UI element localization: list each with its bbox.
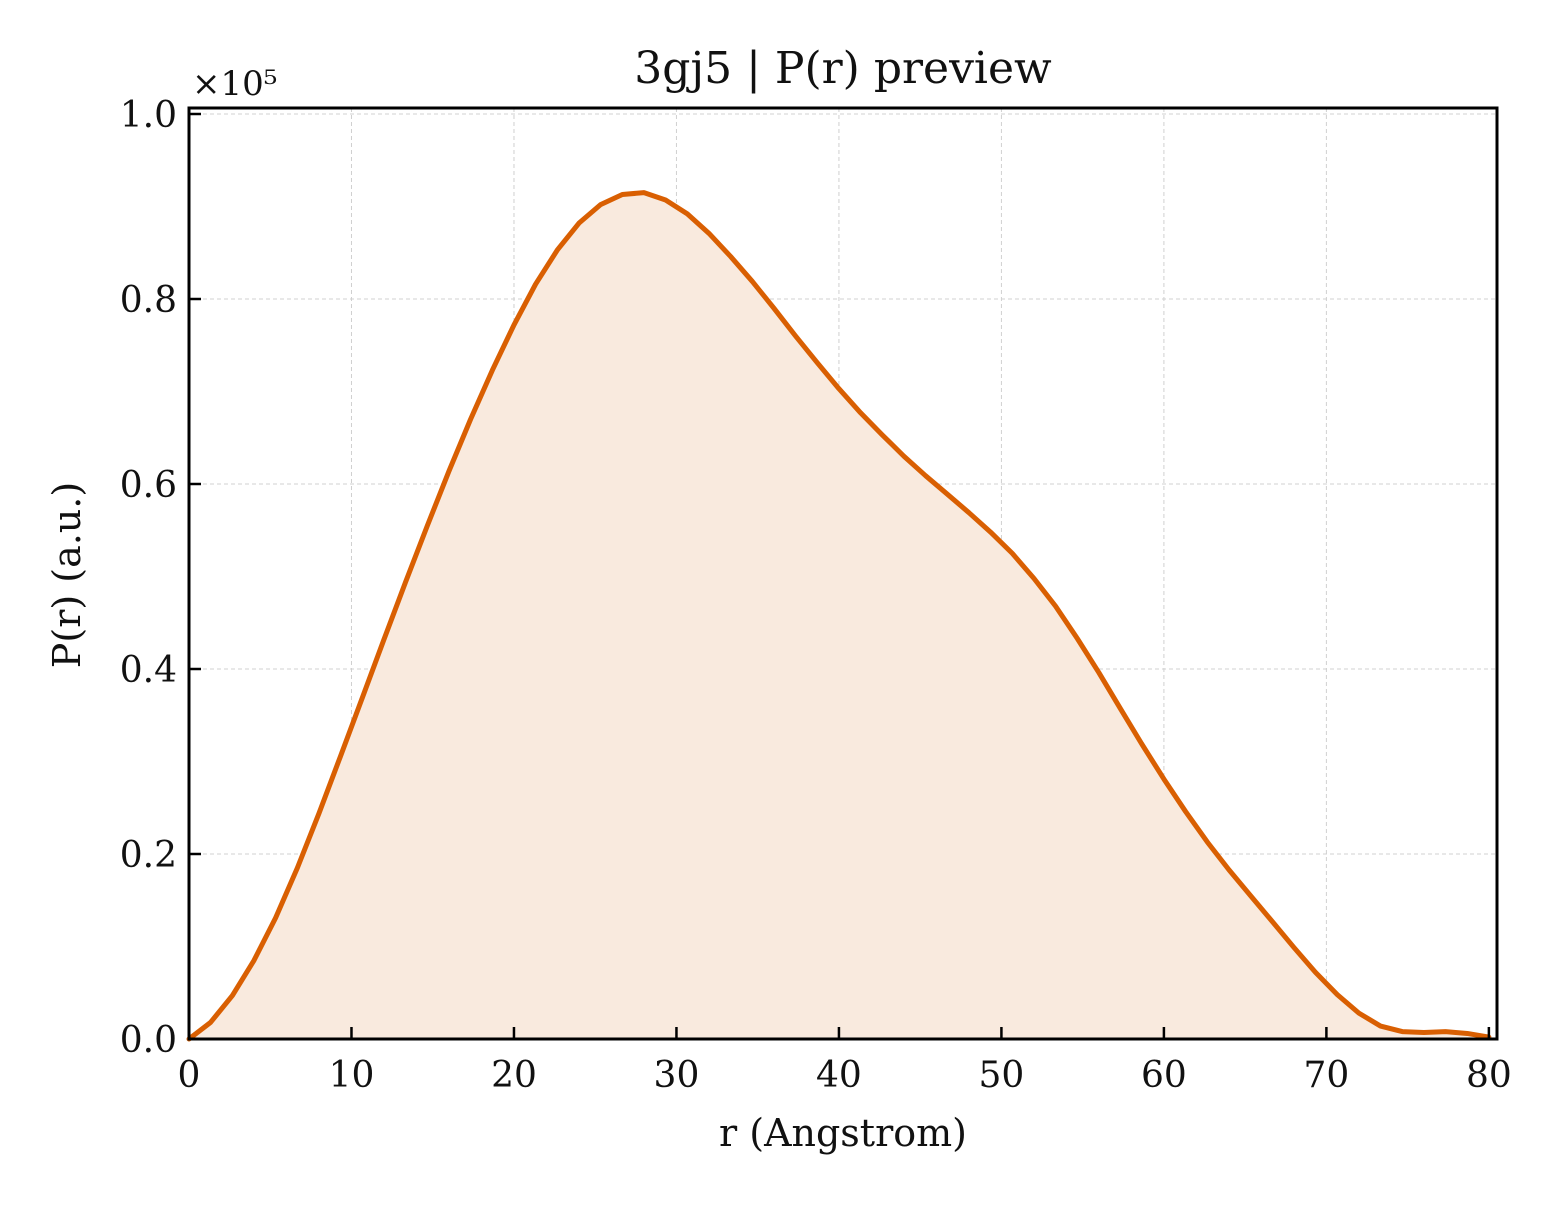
pr-curve-line — [186, 190, 1492, 1042]
y-tick-label: 0.4 — [120, 650, 177, 691]
area-layer — [186, 190, 1492, 1042]
y-tick-label: 0.2 — [120, 835, 177, 876]
chart-title: 3gj5 | P(r) preview — [634, 43, 1052, 94]
y-tick-label: 1.0 — [120, 95, 177, 136]
plot-frame — [187, 106, 1499, 1041]
x-tick-label: 0 — [178, 1055, 201, 1096]
y-scale-factor: ×10⁵ — [192, 64, 277, 104]
y-axis-label: P(r) (a.u.) — [45, 482, 89, 668]
pr-area-fill — [189, 192, 1489, 1039]
y-tick-label: 0.0 — [120, 1020, 177, 1061]
x-tick-label: 80 — [1466, 1055, 1512, 1096]
y-tick-label: 0.6 — [120, 465, 177, 506]
x-tick-label: 60 — [1141, 1055, 1187, 1096]
x-axis-label: r (Angstrom) — [719, 1111, 967, 1155]
y-tick-label: 0.8 — [120, 280, 177, 321]
axes: 0 10 20 30 40 50 60 70 80 0.0 0.2 0.4 0.6 0.8 1.0 — [120, 95, 1512, 1096]
x-tick-label: 30 — [654, 1055, 700, 1096]
x-tick-label: 70 — [1303, 1055, 1349, 1096]
x-tick-label: 40 — [816, 1055, 862, 1096]
x-tick-label: 50 — [979, 1055, 1025, 1096]
x-tick-label: 20 — [491, 1055, 537, 1096]
x-tick-label: 10 — [329, 1055, 375, 1096]
